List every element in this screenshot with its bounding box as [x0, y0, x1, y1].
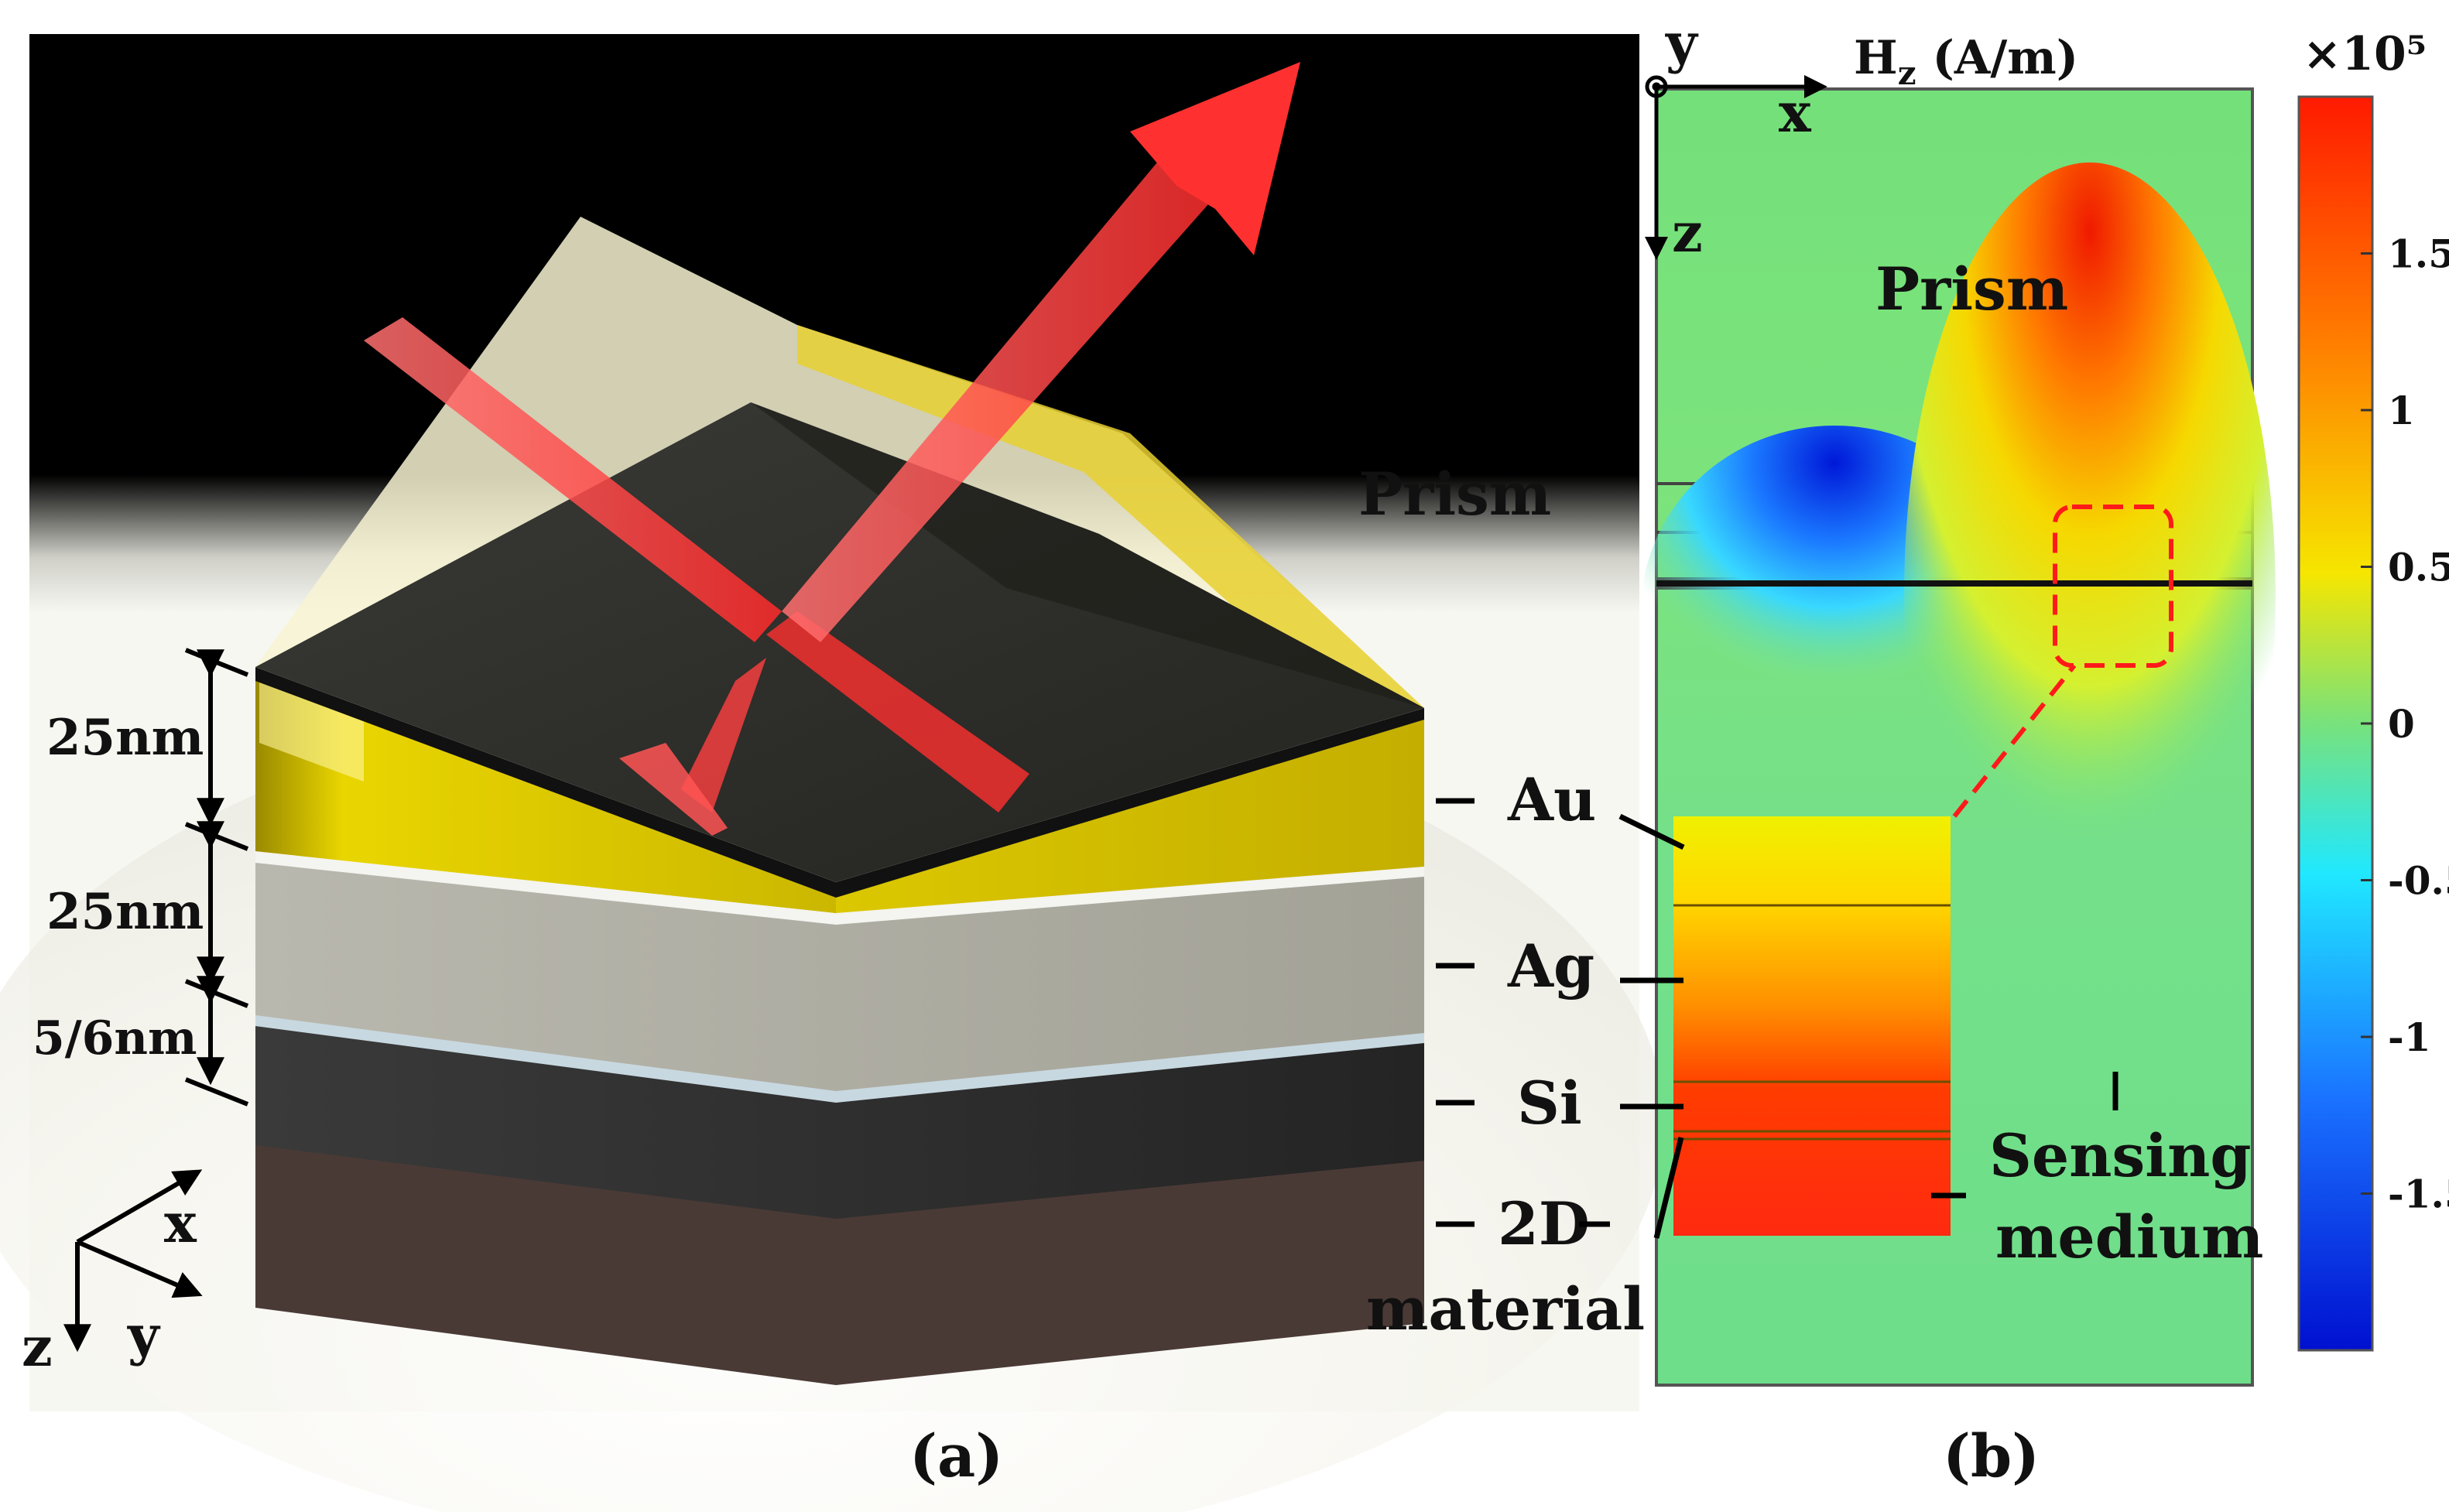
medium-label: medium [1995, 1202, 2263, 1271]
colorbar [2297, 95, 2374, 1352]
layer-label-2d: 2D [1498, 1189, 1590, 1258]
thickness-label-ag: 25nm [46, 883, 204, 941]
colorbar-tick-label: -1 [2388, 1014, 2431, 1060]
reflected-arrowhead-icon [1130, 62, 1300, 255]
zoom-inset-boundaries [1673, 904, 1951, 1141]
colorbar-tick-label: 0.5 [2388, 545, 2449, 590]
colorbar-ticks: 1.5 1 0.5 0 -0.5 -1 -1.5 [2361, 231, 2449, 1217]
axis-z-label-a: z [22, 1315, 53, 1379]
ag-layer-side [255, 859, 1424, 1091]
axis-z-label-b: z [1672, 200, 1703, 265]
au-top-edge [255, 667, 1424, 898]
thickness-dimensions [184, 648, 249, 1107]
panel-b: Prism Sensing medium y x z Hz (A/m) ×10⁵… [1618, 11, 2449, 1490]
axes-triad-b [1645, 75, 1827, 260]
colorbar-tick-label: 1 [2388, 388, 2415, 433]
label-leaders [1618, 813, 2118, 1239]
panel-a: Prism 25nm 25nm 5/6nm Au Ag Si 2D materi… [0, 34, 1664, 1512]
zoom-connector [1952, 664, 2077, 818]
axis-x-label-a: x [164, 1191, 197, 1255]
sensing-label: Sensing [1989, 1121, 2252, 1190]
lower-beam [681, 658, 766, 812]
axis-y-label-a: y [127, 1303, 161, 1367]
positive-field-lobe [1904, 162, 2276, 1029]
zoom-inset [1673, 816, 1951, 1236]
incident-beam-lower [766, 611, 1029, 812]
si-layer-edge [255, 1014, 1424, 1103]
au-layer-highlight [259, 681, 364, 782]
layer-label-material: material [1366, 1274, 1645, 1343]
zoom-region-box [2053, 505, 2173, 668]
colorbar-tick-label: -1.5 [2388, 1172, 2449, 1217]
thickness-label-si: 5/6nm [33, 1011, 197, 1066]
axes-triad-a [63, 1169, 203, 1353]
laser-beams [364, 62, 1300, 836]
prism-label: Prism [1358, 460, 1551, 529]
axis-y-label-b: y [1665, 11, 1699, 75]
layer-stack [255, 667, 1424, 1385]
layer-label-ag: Ag [1507, 932, 1594, 1001]
colorbar-multiplier: ×10⁵ [2303, 27, 2427, 81]
caption-a: (a) [909, 1421, 1003, 1490]
lower-arrowhead-icon [619, 743, 728, 836]
reflected-beam [782, 139, 1238, 642]
incident-beam [364, 317, 782, 642]
colorbar-tick-label: 0 [2388, 701, 2415, 747]
ag-layer-edge [255, 851, 1424, 925]
layer-label-si: Si [1517, 1069, 1582, 1137]
axis-x-label-b: x [1779, 80, 1812, 145]
field-quantity-label: Hz (A/m) [1854, 31, 2078, 92]
layer-label-ticks [1436, 798, 1475, 1227]
layer-label-au: Au [1507, 765, 1596, 834]
thickness-label-au: 25nm [46, 709, 204, 767]
caption-b: (b) [1943, 1421, 2040, 1490]
colorbar-tick-label: -0.5 [2388, 858, 2449, 904]
colorbar-tick-label: 1.5 [2388, 231, 2449, 277]
prism-label-b: Prism [1875, 255, 2068, 323]
